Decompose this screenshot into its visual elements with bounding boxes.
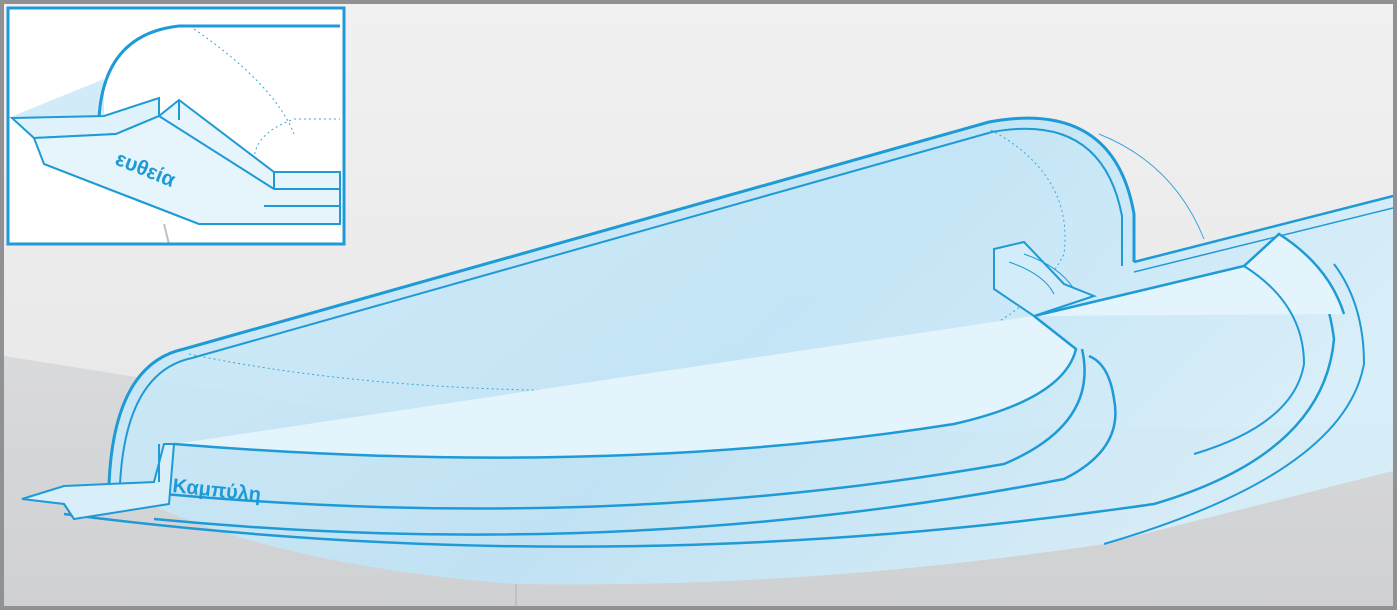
inset-stair-bottom bbox=[43, 163, 200, 225]
diagram-canvas: Καμπύλη ευθεία bbox=[4, 4, 1393, 606]
inset-view: ευθεία bbox=[6, 6, 346, 246]
pool-wall-rim bbox=[107, 116, 1136, 485]
curved-step-top bbox=[173, 315, 1078, 459]
curved-step-outer-arc bbox=[1103, 263, 1366, 545]
inset-water bbox=[8, 79, 104, 118]
curved-step-2 bbox=[163, 348, 1086, 510]
coping-rail-right-inner bbox=[1133, 207, 1393, 273]
corner-guide bbox=[1098, 133, 1205, 240]
inset-stair-edge bbox=[158, 115, 275, 190]
inset-border bbox=[6, 6, 346, 246]
inset-wall-rim bbox=[97, 24, 340, 119]
step-upper-ledge bbox=[1033, 232, 1346, 318]
inset-straight-stair bbox=[32, 98, 341, 225]
left-step-edge bbox=[63, 503, 75, 520]
curved-step-outer bbox=[63, 232, 1336, 548]
inset-floor-edge bbox=[163, 223, 170, 245]
curved-step-inner-arc bbox=[1193, 265, 1306, 455]
coping-rail-right bbox=[1133, 194, 1393, 264]
upper-step-lines bbox=[1008, 253, 1075, 295]
pool-water-volume bbox=[109, 118, 1393, 585]
upper-step-box bbox=[993, 240, 1097, 318]
curved-step-3 bbox=[153, 354, 1117, 536]
inset-dotted-guide bbox=[193, 28, 295, 135]
pool-wall-rim-inner bbox=[119, 127, 1123, 485]
